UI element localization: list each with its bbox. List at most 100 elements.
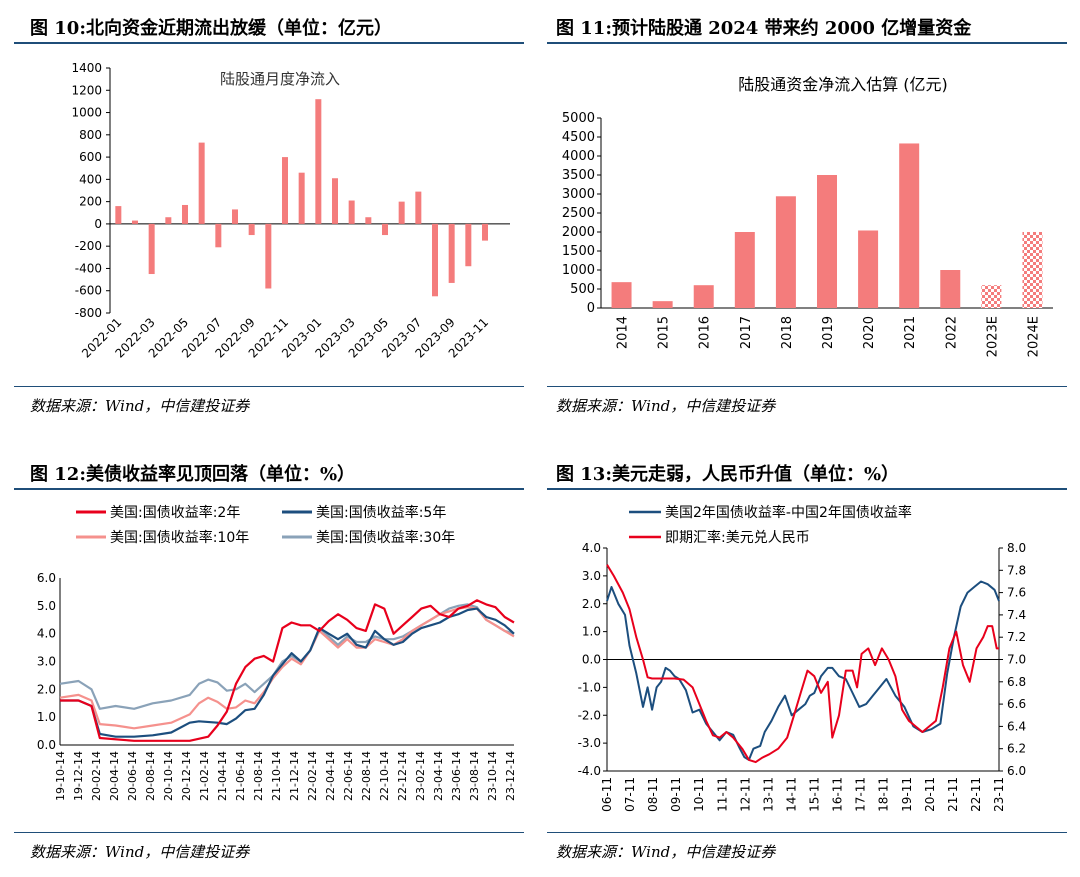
x-tick-label: 22-10-14 (378, 751, 391, 801)
bar-2023-04 (365, 217, 372, 224)
x-tick-label: 21-10-14 (270, 751, 283, 801)
figure-13-title: 图 13:美元走弱，人民币升值（单位：%） (556, 464, 900, 485)
right-y-tick-label: 6.2 (1007, 742, 1026, 756)
x-tick-label: 2022 (944, 316, 959, 349)
x-tick-label: 2024E (1026, 316, 1041, 357)
right-y-tick-label: 7.6 (1007, 586, 1026, 600)
y-tick-label: 4000 (562, 149, 595, 164)
x-tick-label: 2017 (739, 316, 754, 349)
left-y-tick-label: 3.0 (582, 569, 601, 583)
left-y-tick-label: -1.0 (578, 680, 601, 694)
x-tick-label: 22-12-14 (396, 751, 409, 801)
x-tick-label: 2021 (903, 316, 918, 349)
bar-2022-03 (148, 223, 155, 275)
bar-2023-01 (315, 99, 322, 224)
bar-2023-09 (448, 223, 455, 283)
right-y-tick-label: 6.8 (1007, 675, 1026, 689)
y-tick-label: 3500 (562, 168, 595, 183)
x-tick-label: 20-11 (923, 777, 937, 812)
bar-2023-10 (465, 223, 472, 267)
legend-label: 美国:国债收益率:2年 (110, 504, 240, 521)
y-tick-label: 3.0 (37, 655, 56, 669)
x-tick-label: 22-08-14 (360, 751, 373, 801)
x-tick-label: 08-11 (646, 777, 660, 812)
x-tick-label: 23-08-14 (468, 751, 481, 801)
y-tick-label: 0 (587, 301, 595, 316)
bar-2016 (693, 285, 714, 308)
left-y-tick-label: -2.0 (578, 708, 601, 722)
legend-label: 美国:国债收益率:30年 (316, 529, 455, 546)
figure-11-source: 数据来源：Wind，中信建投证券 (556, 397, 776, 415)
bar-2022-11 (282, 157, 288, 224)
legend-label: 美国:国债收益率:5年 (316, 504, 446, 521)
x-tick-label: 11-11 (715, 777, 729, 812)
bar-2022-05 (182, 204, 188, 224)
chart-title: 陆股通月度净流入 (220, 70, 340, 88)
figure-13-bottom-rule (547, 832, 1067, 833)
x-tick-label: 12-11 (738, 777, 752, 812)
figure-12-bottom-rule (14, 832, 524, 833)
right-y-tick-label: 7.2 (1007, 630, 1026, 644)
y-tick-label: 5.0 (37, 599, 56, 613)
bar-2017 (734, 232, 755, 308)
right-y-tick-label: 6.0 (1007, 764, 1026, 778)
y-tick-label: 2500 (562, 206, 595, 221)
bar-2014 (611, 282, 632, 308)
x-tick-label: 23-04-14 (432, 751, 445, 801)
y-tick-label: -600 (75, 284, 102, 298)
bar-2023-03 (348, 200, 355, 224)
figure-12-top-rule (14, 488, 524, 490)
y-tick-label: 4500 (562, 130, 595, 145)
figure-11-chart: 陆股通资金净流入估算 (亿元) 0 500 1000 1500 2000 2500 3000 3… (562, 75, 1053, 357)
y-tick-label: 1400 (71, 61, 102, 75)
bar-2023-11 (482, 223, 488, 241)
x-tick-label: 23-06-14 (450, 751, 463, 801)
x-tick-label: 19-10-14 (54, 751, 67, 801)
x-tick-label: 06-11 (600, 777, 614, 812)
figure-12-title: 图 12:美债收益率见顶回落（单位：%） (30, 464, 356, 485)
bar-2023E (981, 285, 1002, 308)
left-y-tick-label: -4.0 (578, 764, 601, 778)
bar-2022-02 (132, 220, 138, 224)
bar-2022-07 (215, 223, 222, 248)
x-tick-label: 23-12-14 (504, 751, 517, 801)
legend-label: 即期汇率:美元兑人民币 (665, 529, 810, 546)
figure-10-title: 图 10:北向资金近期流出放缓（单位：亿元） (30, 18, 392, 39)
y-tick-label: 4.0 (37, 627, 56, 641)
x-tick-label: 2020 (862, 316, 877, 349)
chart-title: 陆股通资金净流入估算 (亿元) (738, 75, 948, 94)
bar-2022-08 (232, 209, 238, 224)
y-tick-label: 0 (94, 217, 102, 231)
series-line (60, 599, 515, 742)
bar-2022-12 (298, 172, 305, 224)
y-tick-label: 1000 (71, 106, 102, 120)
x-tick-label: 21-04-14 (216, 751, 229, 801)
right-y-tick-label: 6.4 (1007, 719, 1026, 733)
bar-2022-04 (165, 217, 172, 224)
y-tick-label: 3000 (562, 187, 595, 202)
x-tick-label: 2019 (821, 316, 836, 349)
bar-2023-08 (432, 223, 438, 297)
bar-2021 (899, 143, 920, 308)
x-tick-label: 18-11 (877, 777, 891, 812)
figure-12-source: 数据来源：Wind，中信建投证券 (30, 843, 250, 861)
bar-2023-05 (382, 223, 388, 236)
left-y-tick-label: -3.0 (578, 736, 601, 750)
x-tick-label: 20-10-14 (162, 751, 175, 801)
x-tick-label: 17-11 (854, 777, 868, 812)
bar-2023-02 (332, 178, 338, 224)
x-tick-label: 22-06-14 (342, 751, 355, 801)
figure-10-top-rule (14, 42, 524, 44)
y-tick-label: 1200 (71, 83, 102, 97)
x-tick-label: 16-11 (831, 777, 845, 812)
y-tick-label: 600 (79, 150, 102, 164)
y-tick-label: 1000 (562, 263, 595, 278)
x-tick-label: 19-11 (900, 777, 914, 812)
bar-2022-09 (248, 223, 255, 236)
x-tick-label: 2014 (616, 316, 631, 349)
y-tick-label: 200 (79, 195, 102, 209)
left-y-tick-label: 4.0 (582, 541, 601, 555)
x-tick-label: 09-11 (669, 777, 683, 812)
